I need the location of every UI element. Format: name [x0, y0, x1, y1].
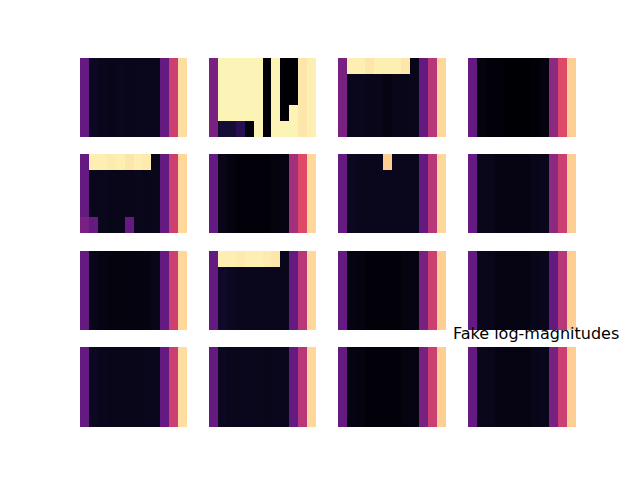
svg-text:Fake log-magnitudes: Fake log-magnitudes — [453, 324, 619, 343]
